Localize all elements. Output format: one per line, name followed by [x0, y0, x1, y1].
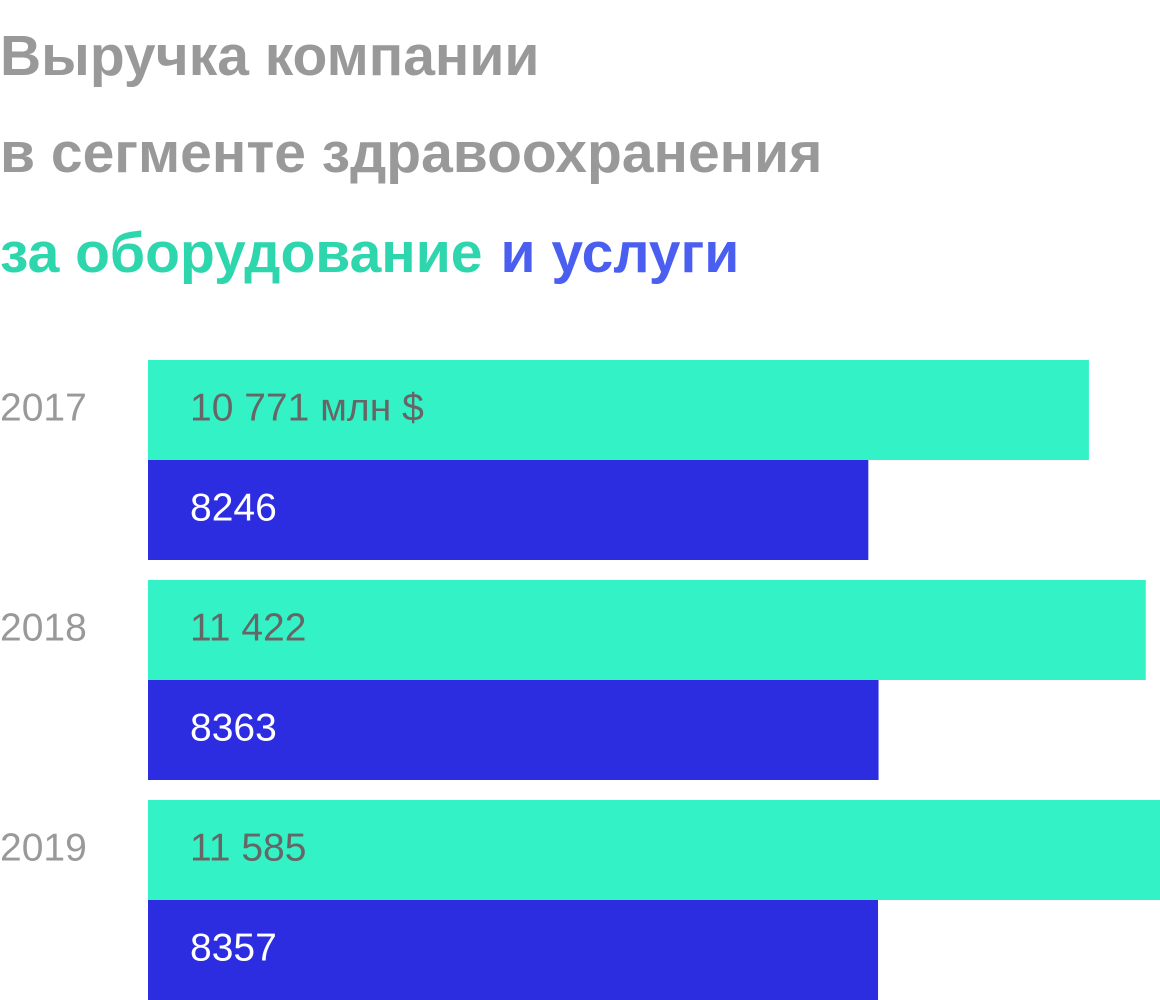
value-label: 10 771 млн $	[190, 386, 424, 429]
bar	[148, 800, 1160, 900]
chart-title: в сегменте здравоохранения	[0, 121, 822, 185]
bar	[148, 680, 879, 780]
value-label: 11 585	[190, 826, 306, 869]
value-label: 8363	[190, 706, 277, 749]
legend-entry: за оборудование	[0, 221, 482, 285]
legend: за оборудование и услуги	[0, 221, 739, 285]
legend-entry: и услуги	[500, 221, 739, 285]
chart-title: Выручка компании	[0, 24, 539, 88]
value-label: 8357	[190, 926, 277, 969]
y-tick-label: 2019	[0, 826, 87, 869]
bar	[148, 360, 1089, 460]
value-label: 8246	[190, 486, 277, 529]
y-tick-label: 2017	[0, 386, 87, 429]
bar	[148, 460, 869, 560]
bar	[148, 580, 1146, 680]
value-label: 11 422	[190, 606, 306, 649]
y-tick-label: 2018	[0, 606, 87, 649]
bar	[148, 900, 879, 1000]
